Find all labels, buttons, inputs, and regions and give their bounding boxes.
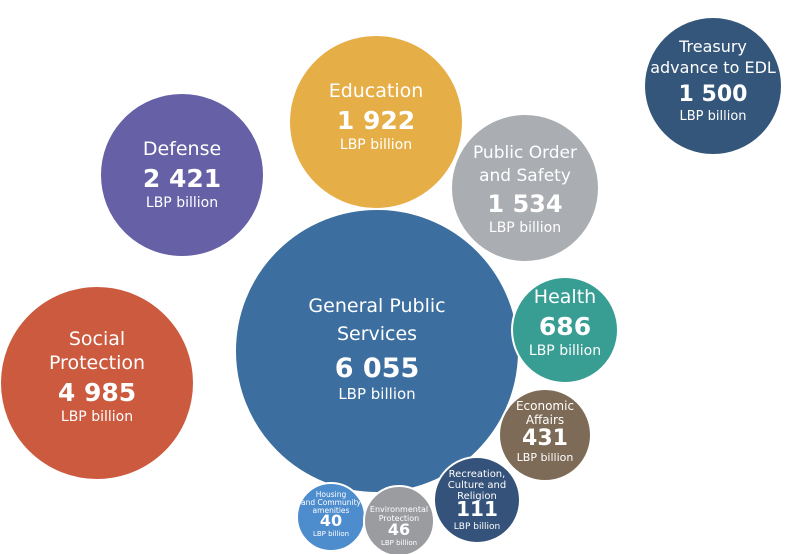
bubble-unit-health: LBP billion	[529, 343, 601, 359]
bubble-unit-general-public-services: LBP billion	[338, 385, 415, 403]
bubble-label-treasury-advance-to-edl-1: Treasury	[678, 37, 747, 56]
bubble-label-public-order-and-safety-2: and Safety	[479, 166, 571, 186]
bubble-defense: Defense 2 421 LBP billion	[99, 92, 265, 258]
bubble-treasury-advance-to-edl: Treasury advance to EDL 1 500 LBP billion	[643, 16, 783, 156]
bubble-value-treasury-advance-to-edl: 1 500	[679, 82, 748, 107]
bubble-circle-public-order-and-safety	[450, 113, 600, 263]
bubble-label-general-public-services-2: Services	[337, 323, 417, 345]
bubble-circle-economic-affairs	[498, 388, 592, 482]
bubble-unit-environmental-protection: LBP billion	[381, 539, 417, 547]
bubble-label-economic-affairs-1: Economic	[516, 399, 574, 413]
bubble-value-education: 1 922	[337, 106, 415, 135]
bubble-circle-recreation-culture-and-religion	[433, 456, 521, 544]
bubble-circle-defense	[99, 92, 265, 258]
bubble-unit-public-order-and-safety: LBP billion	[489, 220, 561, 236]
bubble-value-housing-and-community-amenities: 40	[320, 511, 342, 530]
bubble-label-economic-affairs-2: Affairs	[526, 413, 564, 427]
bubble-label-recreation-culture-and-religion-1: Recreation,	[449, 469, 506, 480]
bubble-value-environmental-protection: 46	[388, 520, 410, 539]
bubble-label-environmental-protection-1: Environmental	[370, 505, 428, 514]
bubble-label-recreation-culture-and-religion-2: Culture and	[448, 480, 506, 491]
bubble-label-defense-1: Defense	[143, 138, 221, 160]
bubble-value-social-protection: 4 985	[58, 378, 136, 407]
bubble-value-recreation-culture-and-religion: 111	[456, 497, 498, 521]
bubble-label-general-public-services-1: General Public	[308, 295, 445, 317]
bubble-label-health-1: Health	[534, 286, 596, 308]
bubble-label-public-order-and-safety-1: Public Order	[473, 143, 577, 163]
bubble-value-economic-affairs: 431	[522, 426, 568, 451]
bubble-unit-treasury-advance-to-edl: LBP billion	[679, 109, 746, 124]
bubble-label-housing-and-community-amenities-3: amenities	[313, 506, 350, 515]
bubble-label-environmental-protection-2: Protection	[379, 514, 419, 523]
bubble-circle-general-public-services	[234, 208, 520, 494]
bubble-public-order-and-safety: Public Order and Safety 1 534 LBP billion	[450, 113, 600, 263]
bubble-label-social-protection-1: Social	[69, 328, 125, 350]
bubble-value-general-public-services: 6 055	[335, 353, 420, 384]
bubble-education: Education 1 922 LBP billion	[288, 34, 464, 210]
bubble-label-housing-and-community-amenities-2: and Community	[301, 498, 361, 507]
bubble-unit-social-protection: LBP billion	[61, 409, 133, 425]
bubble-label-social-protection-2: Protection	[49, 352, 145, 374]
bubble-circle-environmental-protection	[363, 485, 435, 554]
bubble-label-housing-and-community-amenities-1: Housing	[316, 490, 347, 499]
bubble-unit-education: LBP billion	[340, 137, 412, 153]
bubble-health: Health 686 LBP billion	[511, 276, 619, 384]
bubble-unit-economic-affairs: LBP billion	[517, 451, 574, 464]
bubble-unit-recreation-culture-and-religion: LBP billion	[454, 522, 500, 532]
bubble-unit-defense: LBP billion	[146, 195, 218, 211]
bubble-label-education-1: Education	[329, 80, 424, 102]
bubble-unit-housing-and-community-amenities: LBP billion	[313, 530, 349, 538]
bubble-circle-social-protection	[0, 285, 195, 481]
bubble-value-defense: 2 421	[143, 164, 221, 193]
bubble-label-treasury-advance-to-edl-2: advance to EDL	[650, 58, 776, 77]
bubble-circle-treasury-advance-to-edl	[643, 16, 783, 156]
bubble-value-health: 686	[539, 312, 591, 341]
bubble-value-public-order-and-safety: 1 534	[487, 190, 562, 218]
bubble-circle-health	[511, 276, 619, 384]
bubble-label-recreation-culture-and-religion-3: Religion	[457, 491, 497, 502]
